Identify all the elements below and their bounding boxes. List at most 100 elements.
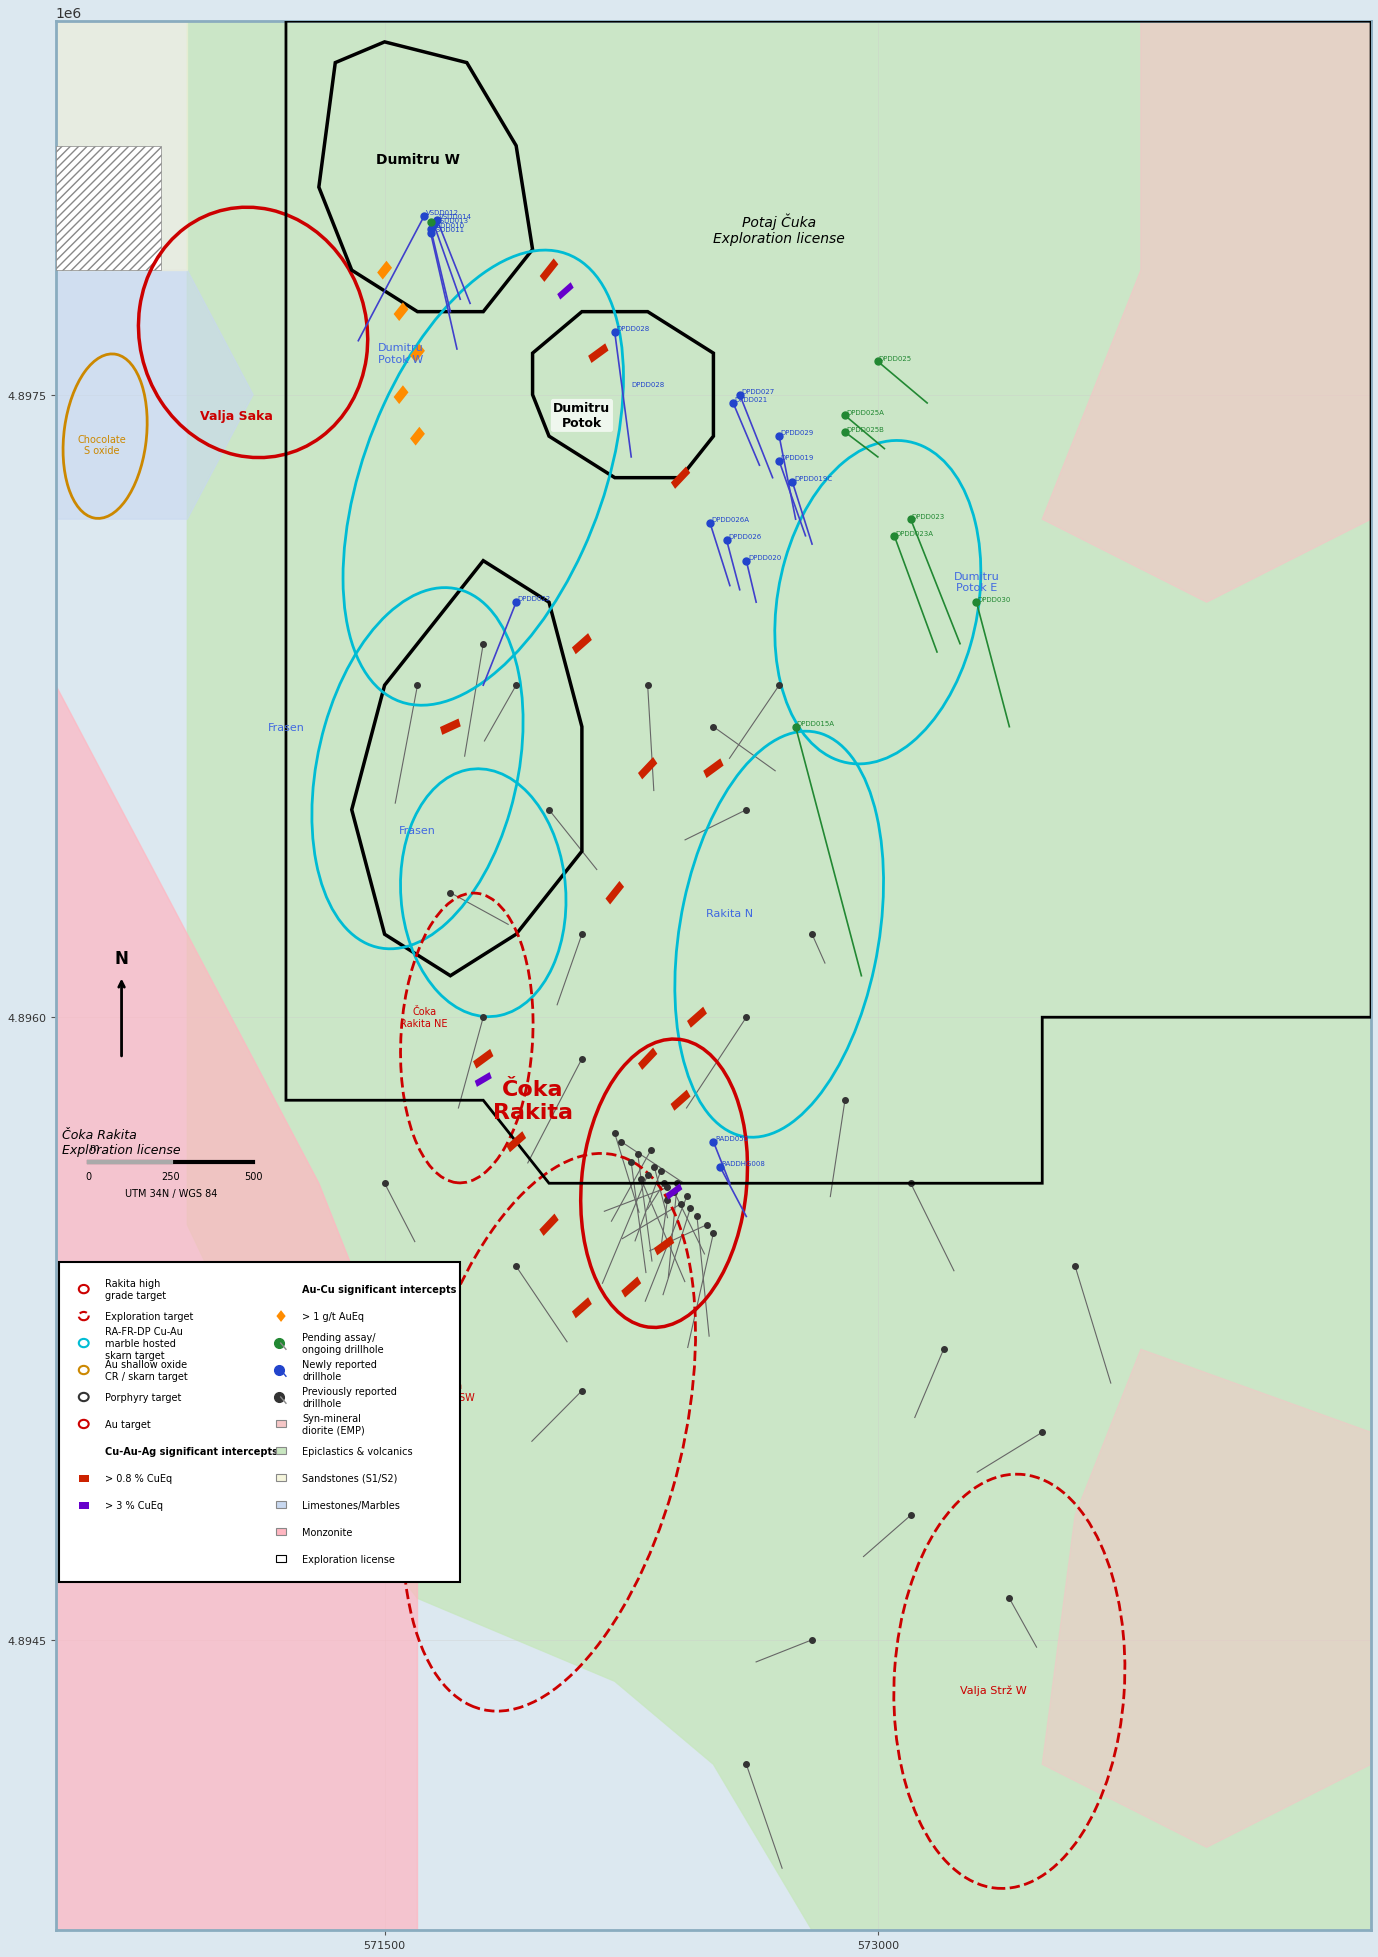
FancyBboxPatch shape	[638, 1049, 657, 1070]
Text: > 1 g/t AuEq: > 1 g/t AuEq	[302, 1311, 364, 1321]
Text: Valja Strž W: Valja Strž W	[959, 1685, 1027, 1695]
FancyBboxPatch shape	[473, 1049, 493, 1069]
Text: Frasen: Frasen	[400, 826, 435, 836]
Bar	[276, 1501, 287, 1509]
Text: RA-FR-DP Cu-Au
marble hosted
skarn target: RA-FR-DP Cu-Au marble hosted skarn targe…	[105, 1327, 183, 1360]
FancyBboxPatch shape	[411, 427, 424, 446]
Text: Rakita high
grade target: Rakita high grade target	[105, 1278, 167, 1299]
FancyBboxPatch shape	[394, 386, 408, 405]
Polygon shape	[55, 685, 418, 1930]
Text: VSDD011: VSDD011	[433, 227, 466, 233]
Text: Porphyry target: Porphyry target	[105, 1391, 182, 1403]
FancyBboxPatch shape	[605, 881, 624, 904]
FancyBboxPatch shape	[671, 468, 690, 489]
Text: VSDD012: VSDD012	[426, 209, 459, 215]
Text: 250: 250	[161, 1172, 181, 1182]
Text: Dumitru
Potok E: Dumitru Potok E	[954, 571, 999, 593]
Bar	[276, 1528, 287, 1534]
Text: 500: 500	[244, 1172, 262, 1182]
Text: DPDD029: DPDD029	[781, 431, 814, 436]
FancyBboxPatch shape	[638, 757, 657, 781]
FancyBboxPatch shape	[655, 1237, 674, 1256]
Text: DPDD015A: DPDD015A	[796, 720, 835, 728]
Text: RADD050: RADD050	[715, 1135, 748, 1141]
Text: Chocolate
S oxide: Chocolate S oxide	[77, 434, 127, 456]
Text: VSDD014: VSDD014	[438, 213, 471, 219]
Bar	[79, 1501, 88, 1509]
Text: Au-Cu significant intercepts: Au-Cu significant intercepts	[302, 1284, 456, 1294]
Text: Čoka Rakita
Exploration license: Čoka Rakita Exploration license	[62, 1127, 181, 1157]
Text: Potaj Čuka
Exploration license: Potaj Čuka Exploration license	[714, 213, 845, 247]
FancyBboxPatch shape	[539, 1213, 558, 1237]
FancyBboxPatch shape	[474, 1072, 492, 1088]
Text: > 3 % CuEq: > 3 % CuEq	[105, 1501, 163, 1511]
Bar	[55, 147, 161, 270]
Text: VSDD010: VSDD010	[433, 223, 466, 229]
Text: DPDD023: DPDD023	[912, 513, 945, 521]
Polygon shape	[187, 22, 1371, 1930]
Text: > 0.8 % CuEq: > 0.8 % CuEq	[105, 1474, 172, 1483]
Text: Newly reported
drillhole: Newly reported drillhole	[302, 1360, 378, 1382]
FancyBboxPatch shape	[378, 262, 393, 280]
FancyBboxPatch shape	[411, 344, 424, 364]
Polygon shape	[1042, 1350, 1371, 1847]
FancyBboxPatch shape	[59, 1262, 460, 1581]
Text: RADDHG008: RADDHG008	[722, 1161, 766, 1166]
FancyBboxPatch shape	[703, 759, 723, 779]
Text: Cu-Au-Ag significant intercepts: Cu-Au-Ag significant intercepts	[105, 1446, 278, 1456]
Text: DPDD025A: DPDD025A	[846, 409, 883, 417]
Text: DPDD020: DPDD020	[748, 554, 781, 560]
FancyBboxPatch shape	[506, 1131, 526, 1153]
Text: Au target: Au target	[105, 1419, 150, 1429]
Text: DPDD022: DPDD022	[518, 595, 551, 603]
FancyBboxPatch shape	[688, 1008, 707, 1027]
Text: DPDD019: DPDD019	[781, 454, 814, 460]
Text: Monzonite: Monzonite	[302, 1526, 353, 1536]
FancyBboxPatch shape	[588, 344, 609, 364]
Text: DPDD026A: DPDD026A	[712, 517, 750, 523]
FancyBboxPatch shape	[671, 1090, 690, 1112]
Text: DPDD019C: DPDD019C	[794, 476, 832, 481]
Text: DPDD023A: DPDD023A	[896, 530, 933, 536]
Text: Exploration license: Exploration license	[302, 1554, 395, 1564]
Text: DPDD025: DPDD025	[879, 356, 912, 362]
FancyBboxPatch shape	[557, 284, 573, 301]
Text: Čoka
Rakita NE: Čoka Rakita NE	[401, 1008, 448, 1029]
Text: DPDD025B: DPDD025B	[846, 427, 883, 432]
FancyBboxPatch shape	[277, 1311, 285, 1323]
Text: UTM 34N / WGS 84: UTM 34N / WGS 84	[124, 1188, 218, 1198]
Bar	[276, 1474, 287, 1481]
Text: Dumitru
Potok W: Dumitru Potok W	[378, 342, 424, 364]
Text: Exploration target: Exploration target	[105, 1311, 193, 1321]
Text: Rakita N: Rakita N	[707, 908, 754, 920]
FancyBboxPatch shape	[540, 258, 558, 282]
Polygon shape	[1042, 22, 1371, 603]
Text: Čoka
Rakita: Čoka Rakita	[492, 1078, 573, 1121]
Text: DPDD026: DPDD026	[728, 534, 762, 540]
Text: DPDD030: DPDD030	[977, 597, 1011, 603]
Text: Au shallow oxide
CR / skarn target: Au shallow oxide CR / skarn target	[105, 1360, 187, 1382]
FancyBboxPatch shape	[572, 1297, 593, 1319]
Text: Valja Saka: Valja Saka	[200, 409, 273, 423]
Text: Dumitru
Potok: Dumitru Potok	[554, 403, 610, 431]
Text: Pending assay/
ongoing drillhole: Pending assay/ ongoing drillhole	[302, 1333, 384, 1354]
Text: Sandstones (S1/S2): Sandstones (S1/S2)	[302, 1474, 398, 1483]
Text: 0: 0	[85, 1172, 92, 1182]
Polygon shape	[55, 270, 254, 521]
FancyBboxPatch shape	[666, 1184, 682, 1200]
FancyBboxPatch shape	[394, 303, 408, 321]
Bar	[276, 1556, 287, 1562]
Polygon shape	[55, 22, 187, 270]
Text: Limestones/Marbles: Limestones/Marbles	[302, 1501, 400, 1511]
Text: m: m	[88, 1143, 98, 1153]
Text: Čoka
Rakita SW: Čoka Rakita SW	[426, 1380, 475, 1401]
Text: DPDD028: DPDD028	[616, 327, 649, 333]
Text: Previously reported
drillhole: Previously reported drillhole	[302, 1386, 397, 1409]
Text: DPDD027: DPDD027	[741, 387, 774, 395]
Text: DPDD021: DPDD021	[734, 397, 768, 403]
Text: Dumitru W: Dumitru W	[376, 153, 459, 166]
Text: VSDD013: VSDD013	[435, 219, 469, 225]
FancyBboxPatch shape	[440, 718, 460, 736]
Text: Syn-mineral
diorite (EMP): Syn-mineral diorite (EMP)	[302, 1413, 365, 1434]
Bar	[276, 1448, 287, 1454]
